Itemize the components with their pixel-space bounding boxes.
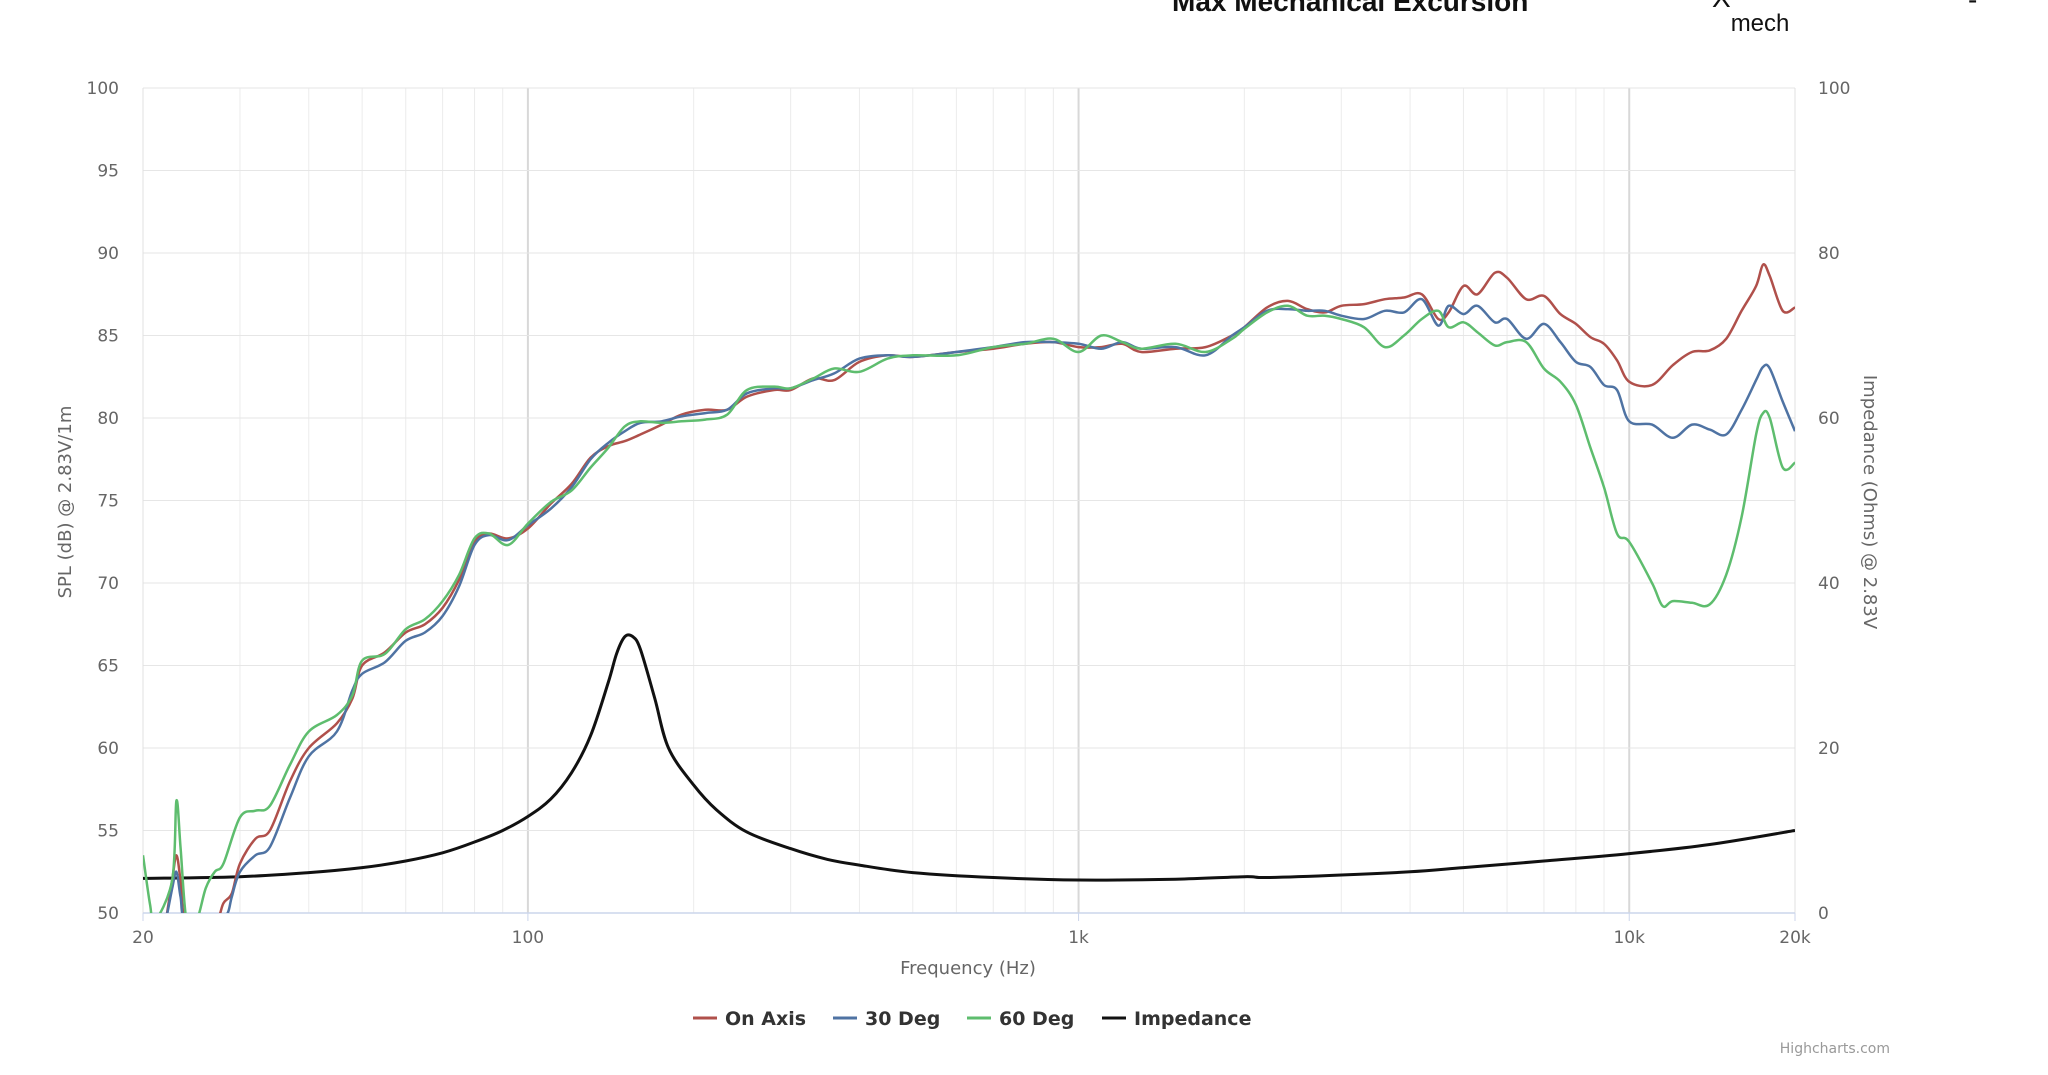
y-axis-title: SPL (dB) @ 2.83V/1m — [55, 406, 76, 599]
y-tick-label: 90 — [97, 244, 119, 264]
xmech-symbol: X — [1712, 0, 1731, 13]
y-tick-label: 55 — [97, 822, 119, 842]
series-line-on-axis[interactable] — [165, 263, 1795, 925]
legend-label: 60 Deg — [999, 1008, 1074, 1030]
legend: On Axis 30 Deg 60 Deg Impedance — [693, 1008, 1251, 1030]
legend-item-60-deg[interactable]: 60 Deg — [967, 1008, 1074, 1030]
xmech-subscript: mech — [1730, 10, 1790, 37]
y2-tick-label: 20 — [1818, 739, 1840, 759]
series-line-impedance[interactable] — [143, 633, 1795, 882]
plot-border — [142, 88, 1796, 914]
legend-item-on-axis[interactable]: On Axis — [693, 1008, 806, 1030]
y2-tick-label: 60 — [1818, 409, 1840, 429]
x-axis-title: Frequency (Hz) — [900, 958, 1036, 979]
top-title: Max Mechanical Excursion — [1172, 0, 1529, 17]
x-tick-label: 20k — [1779, 928, 1811, 948]
y-tick-label: 80 — [97, 409, 119, 429]
series-line-30-deg[interactable] — [166, 297, 1795, 923]
y-tick-label: 85 — [97, 327, 119, 347]
x-axis-ticks: 20 100 1k 10k 20k — [132, 913, 1811, 948]
y2-axis-ticks: 0 20 40 60 80 100 — [1818, 79, 1850, 924]
y-tick-label: 65 — [97, 657, 119, 677]
y-tick-label: 95 — [97, 162, 119, 182]
x-tick-label: 20 — [132, 928, 154, 948]
y-tick-label: 50 — [97, 904, 119, 924]
y-tick-label: 70 — [97, 574, 119, 594]
legend-label: On Axis — [725, 1008, 806, 1030]
top-dash: - — [1968, 0, 1977, 16]
major-gridlines — [143, 87, 1795, 914]
x-tick-label: 100 — [512, 928, 544, 948]
legend-label: 30 Deg — [865, 1008, 940, 1030]
y2-tick-label: 0 — [1818, 904, 1829, 924]
y-tick-label: 75 — [97, 492, 119, 512]
y2-axis-title: Impedance (Ohms) @ 2.83V — [1859, 375, 1880, 630]
xmech-label: Xmech — [1712, 0, 1789, 37]
credits-link[interactable]: Highcharts.com — [1780, 1041, 1890, 1057]
y2-tick-label: 80 — [1818, 244, 1840, 264]
x-tick-label: 10k — [1613, 928, 1645, 948]
x-tick-label: 1k — [1068, 928, 1089, 948]
legend-item-impedance[interactable]: Impedance — [1102, 1008, 1251, 1030]
y2-tick-label: 40 — [1818, 574, 1840, 594]
y2-tick-label: 100 — [1818, 79, 1850, 99]
series-lines — [143, 263, 1795, 928]
legend-item-30-deg[interactable]: 30 Deg — [833, 1008, 940, 1030]
y-axis-ticks: 50 55 60 65 70 75 80 85 90 95 100 — [87, 79, 119, 924]
series-line-60-deg[interactable] — [143, 304, 1795, 928]
legend-label: Impedance — [1134, 1008, 1251, 1030]
y-tick-label: 100 — [87, 79, 119, 99]
y-tick-label: 60 — [97, 739, 119, 759]
